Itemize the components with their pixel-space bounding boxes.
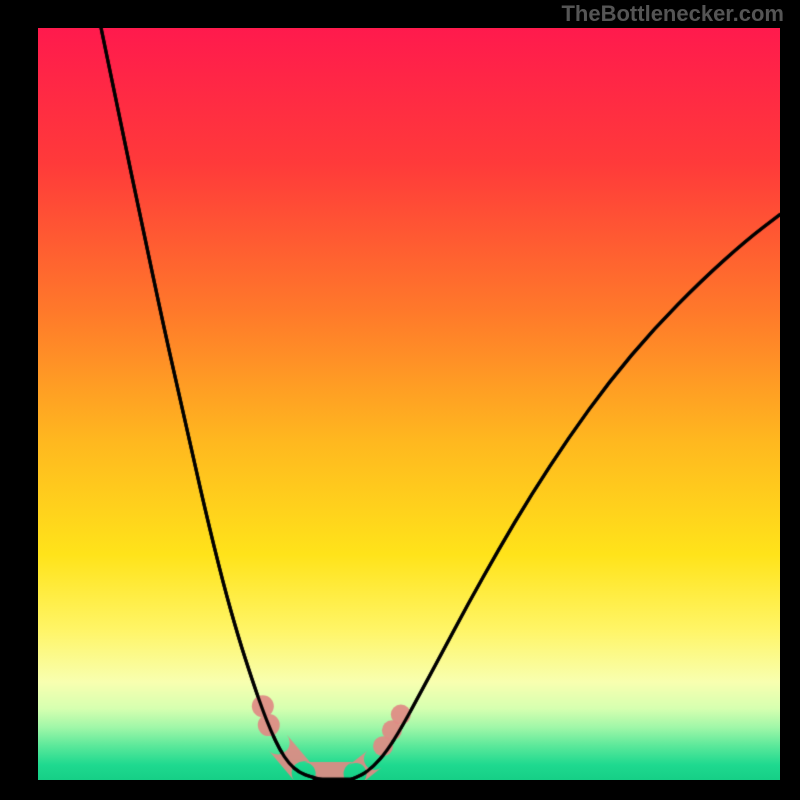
bottleneck-curve-chart — [38, 28, 780, 780]
chart-stage: TheBottlenecker.com — [0, 0, 800, 800]
watermark-text: TheBottlenecker.com — [561, 1, 784, 27]
